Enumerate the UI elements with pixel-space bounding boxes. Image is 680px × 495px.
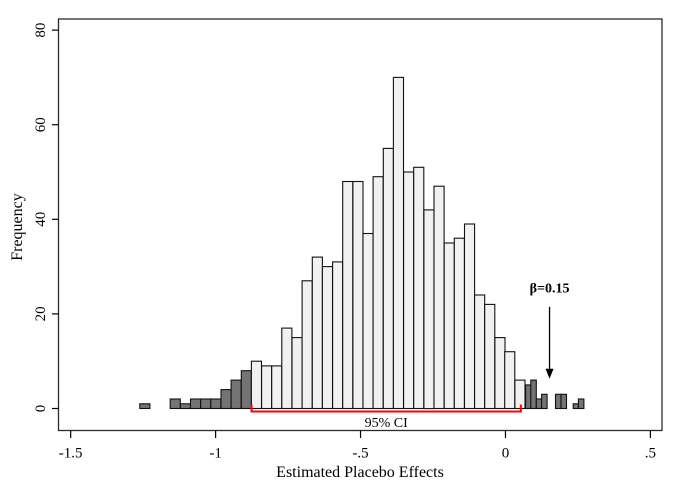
histogram-bar (535, 398, 543, 410)
x-tick-label: -.5 (352, 446, 368, 462)
x-tick-label: -1 (209, 446, 222, 462)
beta-arrow-head (545, 368, 554, 379)
histogram-bar (200, 398, 212, 410)
histogram-bar (560, 393, 568, 410)
histogram-bar (382, 147, 394, 410)
beta-annotation-group: β=0.15 (530, 282, 570, 379)
y-axis-label: Frequency (9, 193, 26, 261)
histogram-bar (453, 237, 465, 410)
histogram-bar (433, 185, 445, 410)
histogram-bar (352, 180, 364, 410)
ci-label: 95% CI (365, 416, 409, 431)
histogram-bar (514, 379, 526, 410)
ci-bracket-group: 95% CI (250, 404, 522, 431)
histogram-bar (169, 398, 181, 410)
y-tick-label: 80 (33, 23, 49, 38)
x-axis-label: Estimated Placebo Effects (276, 464, 444, 481)
y-tick-label: 40 (33, 212, 49, 227)
histogram-bar (230, 379, 242, 410)
histogram-bar (530, 379, 537, 410)
histogram-bar (423, 209, 435, 410)
histogram-bar (443, 242, 455, 410)
histogram-bar (281, 327, 293, 410)
histogram-bar (240, 370, 252, 410)
histogram-bar (261, 365, 273, 410)
histogram-bar (342, 180, 354, 410)
histogram-bar (504, 351, 516, 410)
histogram-bar (332, 261, 344, 410)
histogram-bar (413, 166, 425, 410)
histogram-bar (189, 398, 202, 410)
histogram-bar (179, 403, 192, 410)
histogram-bar (311, 256, 323, 410)
histogram-bar (463, 223, 476, 410)
histogram-bar (403, 171, 415, 410)
histogram-bar (301, 280, 313, 410)
histogram-bars (139, 76, 585, 410)
x-tick-label: 0 (502, 446, 510, 462)
beta-annotation-label: β=0.15 (530, 282, 570, 297)
y-tick-label: 20 (33, 306, 49, 321)
histogram-bar (541, 393, 548, 410)
histogram-bar (494, 337, 506, 410)
histogram-bar (372, 176, 384, 410)
ci-bracket (250, 404, 522, 413)
x-axis-ticks: -1.5 -1 -.5 0 .5 (59, 430, 656, 462)
histogram-bar (220, 389, 232, 410)
histogram-bar (250, 360, 263, 410)
histogram-bar (577, 398, 585, 410)
histogram-bar (271, 365, 283, 410)
histogram-bar (392, 76, 405, 410)
histogram-bar (474, 294, 486, 410)
histogram-bar (554, 393, 562, 410)
y-tick-label: 60 (33, 117, 49, 132)
y-axis-ticks: 0 20 40 60 80 (33, 23, 59, 413)
histogram-bar (139, 403, 151, 410)
y-tick-label: 0 (33, 405, 49, 413)
x-tick-label: -1.5 (59, 446, 83, 462)
histogram-bar (321, 266, 334, 410)
histogram-bar (484, 303, 496, 410)
histogram-bar (210, 398, 222, 410)
histogram-bar (291, 337, 303, 410)
x-tick-label: .5 (645, 446, 656, 462)
histogram-bar (362, 232, 374, 410)
